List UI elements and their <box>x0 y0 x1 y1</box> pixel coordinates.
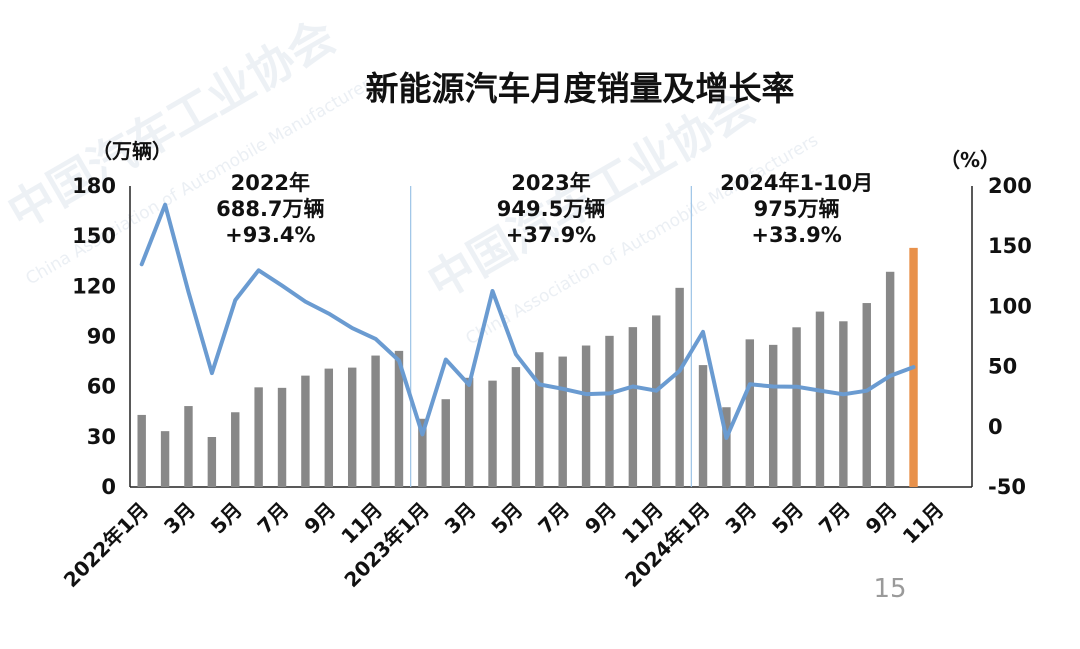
bar <box>464 377 474 487</box>
annotation-line: 2024年1-10月 <box>720 171 873 195</box>
y-right-tick-label: 100 <box>988 294 1032 318</box>
y-right-tick-label: 50 <box>988 355 1017 379</box>
y-right-tick-label: 200 <box>988 174 1032 198</box>
bar <box>792 327 801 487</box>
bar-series <box>137 247 918 487</box>
line-series <box>139 202 916 440</box>
x-tick-label: 3月 <box>720 498 761 539</box>
bar <box>745 339 755 487</box>
annotation-line: +37.9% <box>506 223 596 247</box>
bar <box>652 315 661 487</box>
x-tick-label: 9月 <box>861 498 902 539</box>
y-right-tick-label: 0 <box>988 415 1003 439</box>
bar <box>862 303 871 487</box>
y-left-axis-label: （万辆） <box>92 139 172 163</box>
x-tick-label: 2022年1月 <box>59 498 153 592</box>
x-tick-label: 3月 <box>440 498 481 539</box>
bar <box>254 387 263 487</box>
bar <box>488 380 497 487</box>
bar <box>347 367 357 487</box>
y-left-tick-label: 90 <box>87 325 116 349</box>
x-tick-label: 9月 <box>580 498 621 539</box>
y-right-tick-label: 150 <box>988 234 1032 258</box>
annotation-line: +33.9% <box>751 223 841 247</box>
x-tick-label: 11月 <box>898 498 949 549</box>
bar <box>277 387 287 487</box>
plot-area <box>129 186 973 488</box>
bar <box>768 344 778 487</box>
x-tick-label: 3月 <box>159 498 200 539</box>
bar <box>628 327 638 487</box>
y-left-tick-label: 120 <box>72 274 116 298</box>
x-tick-label: 9月 <box>299 498 340 539</box>
annotation-line: 2023年 <box>511 171 590 195</box>
bar <box>885 271 895 487</box>
x-tick-label: 7月 <box>533 498 574 539</box>
page-number: 15 <box>873 574 906 604</box>
bar <box>722 407 731 487</box>
bar <box>301 375 310 487</box>
bar <box>441 399 450 487</box>
annotation-line: 2022年 <box>231 171 310 195</box>
y-left-ticks: 0 30 60 90 120 150 180 <box>72 174 116 499</box>
bar <box>231 412 240 487</box>
x-tick-label: 7月 <box>253 498 294 539</box>
annotation-line: 975万辆 <box>754 197 840 221</box>
annotation-line: +93.4% <box>225 223 315 247</box>
bar <box>184 406 193 487</box>
x-tick-label: 5月 <box>486 498 527 539</box>
bar <box>675 287 684 487</box>
bar <box>207 437 217 487</box>
y-right-ticks: -50 0 50 100 150 200 <box>988 174 1032 499</box>
y-left-tick-label: 60 <box>87 375 116 399</box>
x-tick-label: 5月 <box>206 498 247 539</box>
bar <box>160 431 170 487</box>
y-right-tick-label: -50 <box>988 475 1026 499</box>
bar <box>137 414 146 487</box>
x-tick-label: 5月 <box>767 498 808 539</box>
annotation-line: 688.7万辆 <box>216 197 324 221</box>
bar <box>324 368 334 487</box>
bar <box>394 350 404 487</box>
y-left-tick-label: 30 <box>87 425 116 449</box>
bar <box>558 356 567 487</box>
bar <box>815 311 825 487</box>
growth-rate-line <box>139 202 916 440</box>
bar <box>511 367 521 487</box>
y-left-tick-label: 0 <box>101 475 116 499</box>
bar <box>605 335 614 487</box>
bar <box>371 355 380 487</box>
bar <box>535 352 544 487</box>
bar <box>839 321 848 487</box>
chart-title: 新能源汽车月度销量及增长率 <box>366 69 795 108</box>
y-left-tick-label: 150 <box>72 224 116 248</box>
x-tick-label: 7月 <box>814 498 855 539</box>
bar <box>418 418 427 487</box>
y-right-axis-label: （%） <box>940 148 1000 172</box>
y-left-tick-label: 180 <box>72 174 116 198</box>
annotation-line: 949.5万辆 <box>497 197 605 221</box>
bar <box>698 365 708 487</box>
bar <box>581 345 591 487</box>
